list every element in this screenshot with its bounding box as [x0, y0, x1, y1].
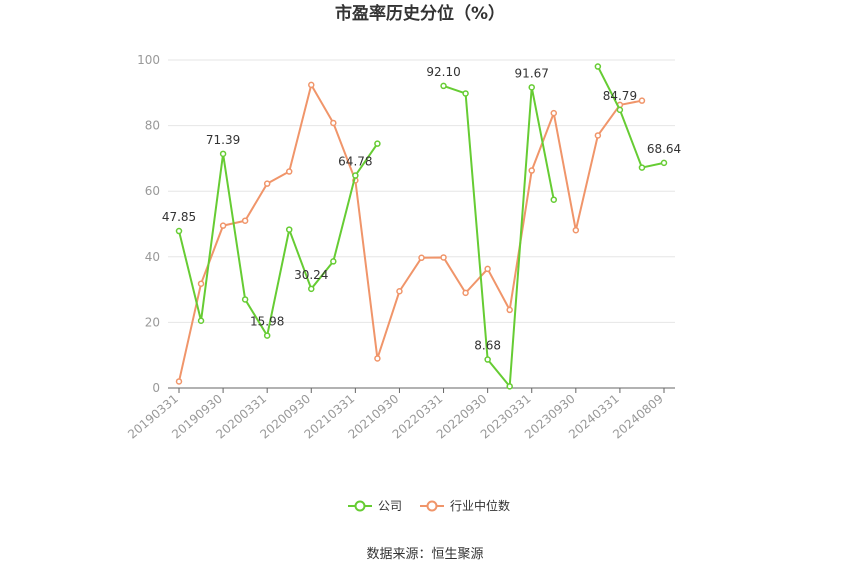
data-point — [263, 180, 271, 187]
data-point — [175, 227, 183, 235]
data-point — [308, 285, 315, 293]
data-point — [594, 63, 602, 70]
data-point — [374, 140, 381, 147]
legend-label: 公司 — [378, 499, 402, 513]
legend-marker — [354, 500, 366, 512]
data-point — [219, 150, 227, 158]
y-tick-label: 60 — [145, 184, 160, 198]
data-point — [374, 355, 381, 362]
data-point — [197, 317, 205, 325]
data-point — [638, 164, 646, 171]
data-label: 8.68 — [474, 339, 501, 353]
data-point — [572, 226, 580, 234]
data-label: 47.85 — [162, 210, 196, 224]
data-point — [263, 332, 271, 339]
data-point — [550, 109, 558, 117]
data-label: 15.98 — [250, 315, 284, 329]
grid-lines — [168, 59, 675, 323]
data-label: 84.79 — [603, 89, 637, 103]
series-line — [178, 143, 379, 337]
data-point — [594, 132, 602, 139]
data-point — [396, 287, 403, 295]
data-point — [440, 254, 447, 261]
data-label: 64.78 — [338, 155, 372, 169]
data-point — [308, 81, 315, 89]
data-point — [285, 168, 293, 175]
y-tick-label: 40 — [145, 250, 160, 264]
data-point — [219, 222, 227, 229]
data-point — [175, 378, 183, 385]
data-point — [528, 84, 535, 91]
data-point — [638, 97, 646, 104]
data-point — [550, 196, 558, 203]
series-line — [596, 66, 665, 169]
chart-title: 市盈率历史分位（%） — [335, 3, 505, 24]
data-point — [506, 306, 513, 314]
data-point — [197, 280, 205, 287]
data-point — [285, 226, 293, 233]
source-note: 数据来源：恒生聚源 — [366, 547, 483, 562]
series-line — [178, 83, 643, 382]
legend-label: 行业中位数 — [450, 498, 510, 513]
legend: 公司 行业中位数 — [348, 498, 510, 513]
data-label: 71.39 — [206, 133, 240, 147]
data-point — [462, 90, 469, 97]
data-label: 68.64 — [647, 142, 681, 156]
data-point — [241, 296, 249, 303]
y-tick-label: 80 — [145, 119, 160, 133]
x-axis: 2019033120190930202003312020093020210331… — [125, 387, 675, 442]
legend-marker — [426, 500, 438, 512]
y-tick-label: 20 — [145, 315, 160, 329]
data-label: 91.67 — [515, 66, 549, 80]
data-point — [352, 172, 359, 179]
data-point — [418, 254, 425, 262]
data-point — [462, 289, 469, 297]
data-point — [528, 167, 535, 174]
data-point — [330, 119, 337, 127]
data-point — [506, 383, 513, 390]
data-point — [660, 159, 668, 167]
data-label: 30.24 — [294, 268, 328, 282]
series-line — [443, 84, 555, 388]
y-tick-label: 100 — [137, 53, 160, 67]
y-axis: 0 20 40 60 80 100 — [137, 53, 160, 395]
data-point — [484, 265, 491, 273]
data-point — [440, 82, 447, 90]
data-point — [241, 217, 249, 224]
data-labels: 47.85 71.39 15.98 30.24 64.78 92.10 8.68 91.67 8… — [162, 65, 681, 353]
data-point — [616, 106, 624, 114]
data-point — [484, 356, 491, 363]
data-label: 92.10 — [426, 65, 460, 79]
y-tick-label: 0 — [152, 381, 160, 395]
data-point — [330, 258, 337, 265]
series-layer — [175, 63, 668, 390]
